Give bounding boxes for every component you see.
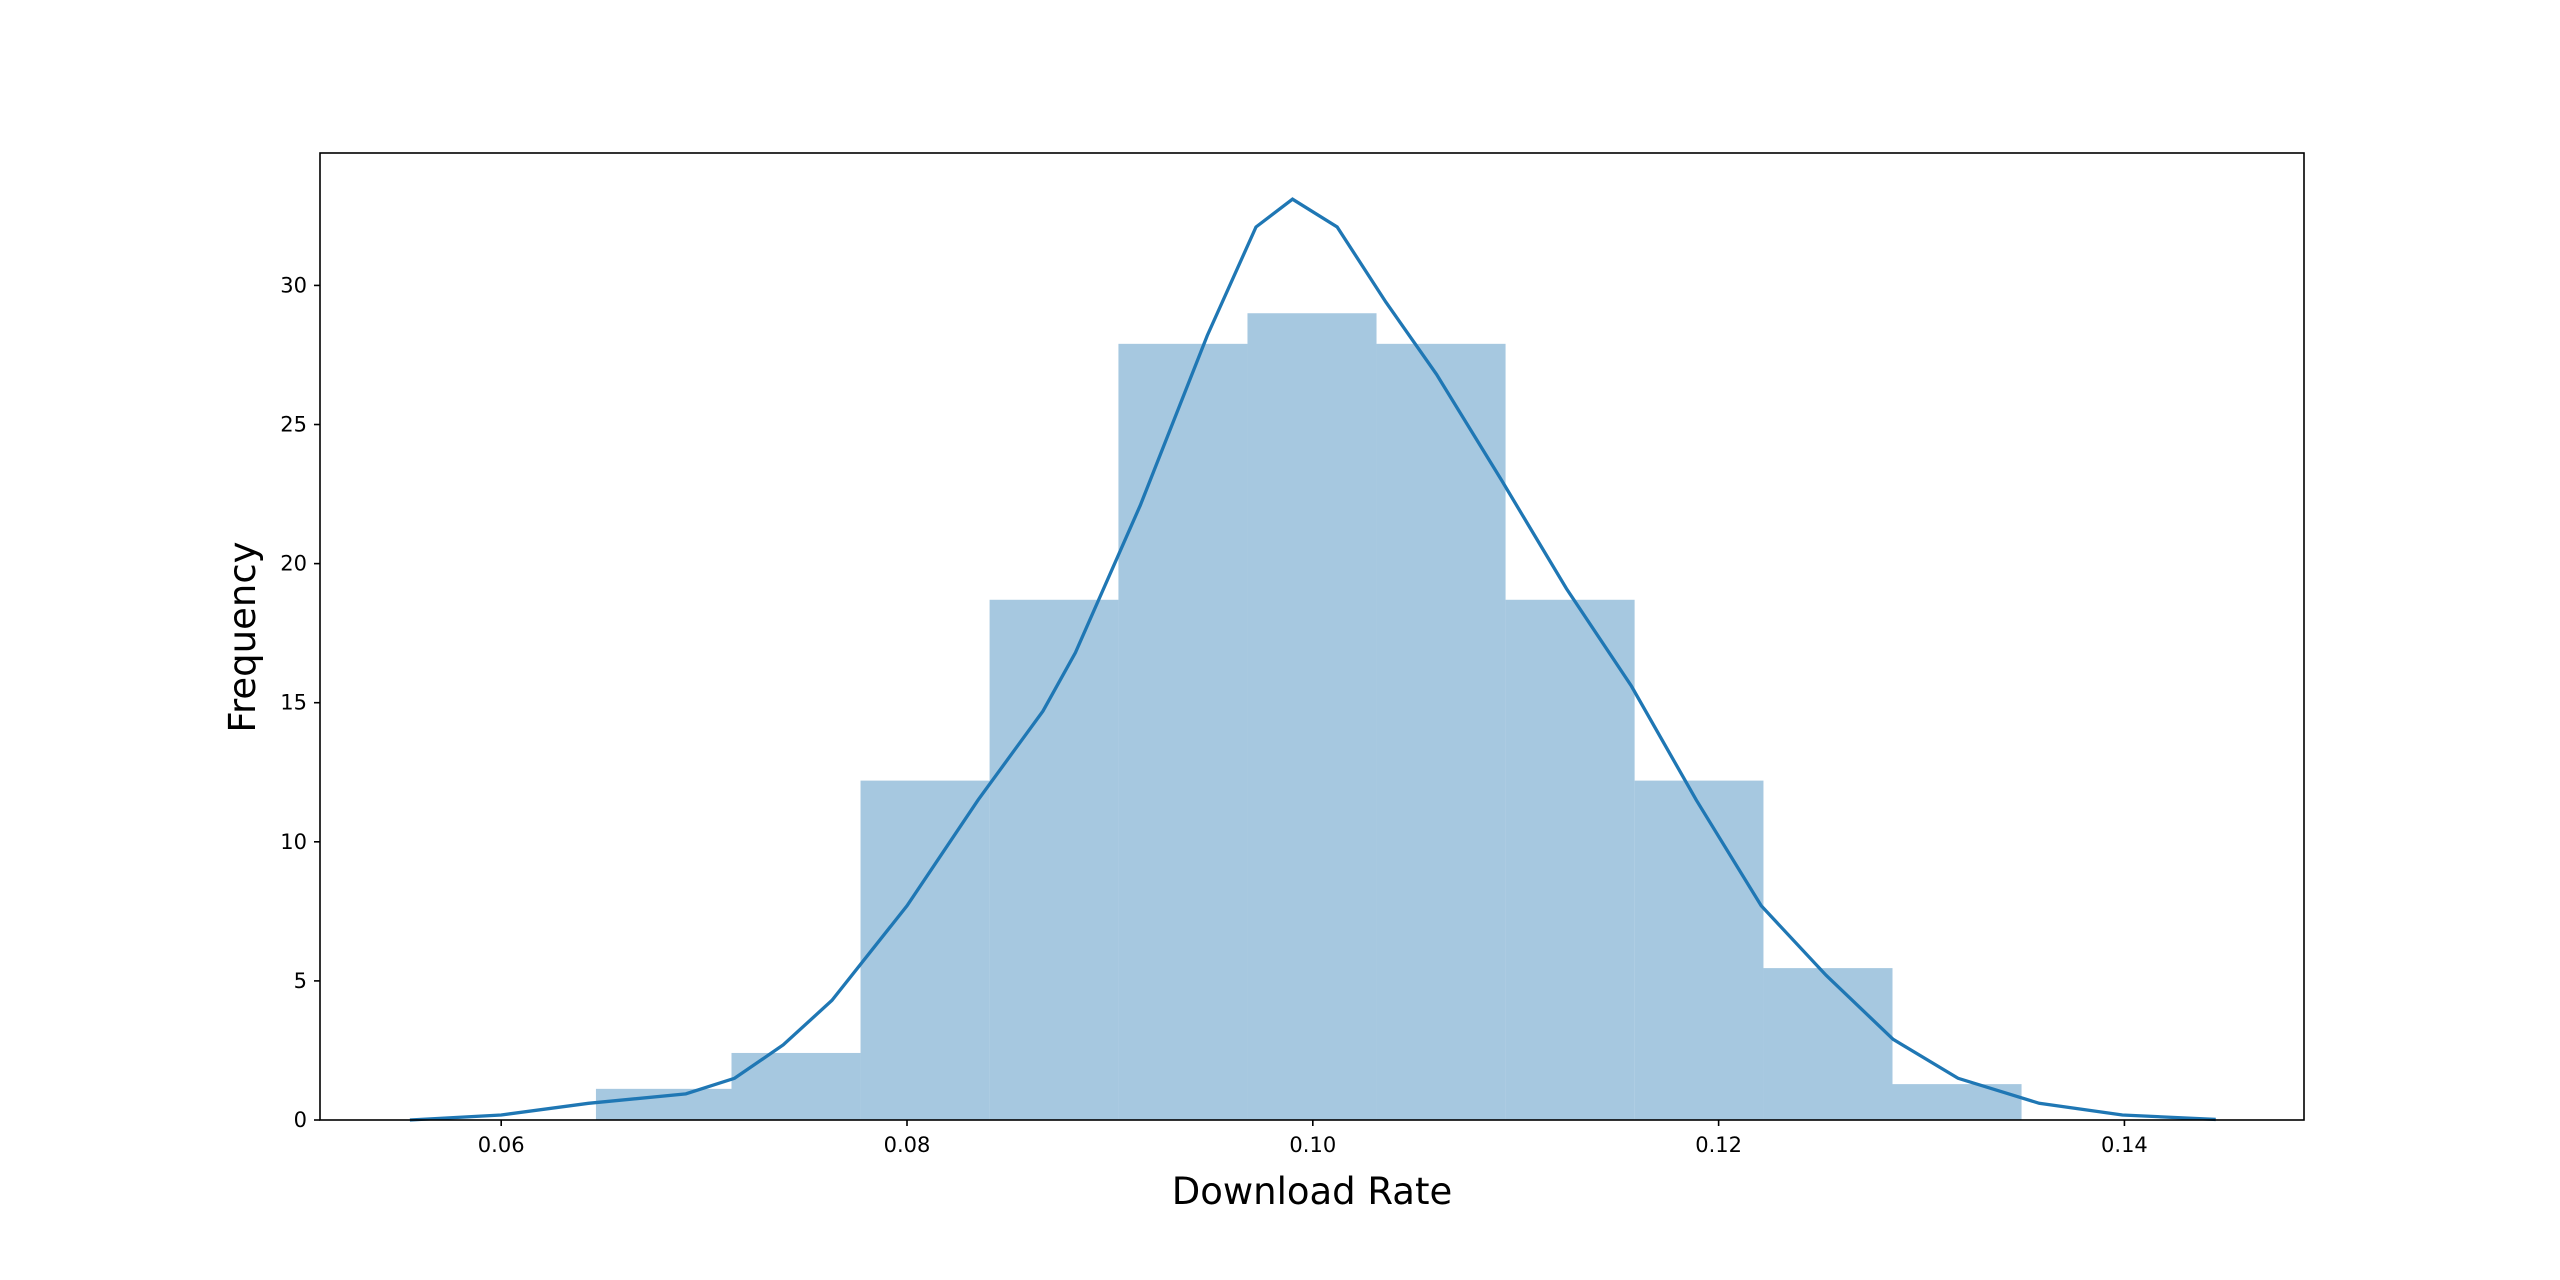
histogram-bar	[1892, 1084, 2022, 1120]
kde-line	[409, 197, 2216, 1122]
histogram-bar	[1634, 780, 1764, 1120]
y-tick-label: 20	[280, 552, 307, 576]
histogram-bar	[860, 780, 990, 1120]
axes-frame	[319, 152, 2305, 1121]
y-tick-label: 15	[280, 691, 307, 715]
x-tick-label: 0.08	[884, 1133, 931, 1157]
histogram-bar	[1505, 599, 1635, 1120]
histogram-bar	[1247, 313, 1377, 1120]
x-tick-label: 0.10	[1289, 1133, 1336, 1157]
histogram-bar	[1763, 968, 1893, 1120]
x-tick-label: 0.12	[1695, 1133, 1742, 1157]
x-tick-label: 0.06	[478, 1133, 525, 1157]
histogram-bar	[1118, 343, 1248, 1121]
histogram-bar	[731, 1052, 861, 1120]
histogram-bar	[1376, 343, 1506, 1121]
y-tick-label: 0	[294, 1108, 307, 1132]
histogram-bar	[595, 1088, 732, 1120]
y-tick-label: 10	[280, 830, 307, 854]
x-axis-label: Download Rate	[1172, 1170, 1453, 1213]
y-axis-label: Frequency	[221, 541, 264, 732]
y-tick-label: 30	[280, 273, 307, 297]
x-tick-label: 0.14	[2101, 1133, 2148, 1157]
y-tick-label: 5	[294, 969, 307, 993]
histogram-bar	[989, 599, 1119, 1120]
y-tick-label: 25	[280, 413, 307, 437]
